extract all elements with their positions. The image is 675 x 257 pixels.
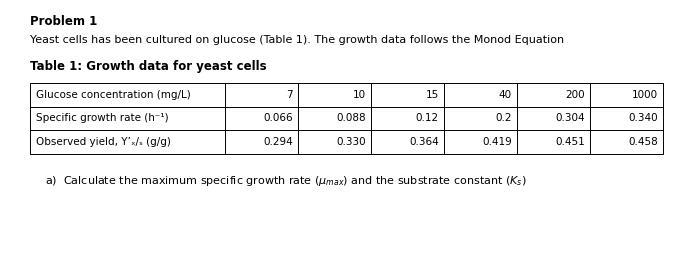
Text: 1000: 1000 xyxy=(632,90,658,100)
Text: Observed yield, Y’ₓ/ₛ (g/g): Observed yield, Y’ₓ/ₛ (g/g) xyxy=(36,137,171,147)
Text: 7: 7 xyxy=(286,90,293,100)
Text: 0.458: 0.458 xyxy=(628,137,658,147)
Text: 200: 200 xyxy=(566,90,585,100)
Text: 0.294: 0.294 xyxy=(263,137,293,147)
Text: 0.364: 0.364 xyxy=(409,137,439,147)
Text: 10: 10 xyxy=(353,90,366,100)
Text: 0.340: 0.340 xyxy=(628,113,658,123)
Text: 0.2: 0.2 xyxy=(495,113,512,123)
Text: 0.088: 0.088 xyxy=(336,113,366,123)
Text: Table 1: Growth data for yeast cells: Table 1: Growth data for yeast cells xyxy=(30,60,267,73)
Text: 0.330: 0.330 xyxy=(336,137,366,147)
Text: Problem 1: Problem 1 xyxy=(30,15,97,28)
Text: 40: 40 xyxy=(499,90,512,100)
Text: Yeast cells has been cultured on glucose (Table 1). The growth data follows the : Yeast cells has been cultured on glucose… xyxy=(30,35,564,45)
Text: 0.419: 0.419 xyxy=(482,137,512,147)
Text: Specific growth rate (h⁻¹): Specific growth rate (h⁻¹) xyxy=(36,113,169,123)
Bar xyxy=(30,83,663,153)
Text: 0.12: 0.12 xyxy=(416,113,439,123)
Text: a)  Calculate the maximum specific growth rate ($\mu_{max}$) and the substrate c: a) Calculate the maximum specific growth… xyxy=(45,173,526,188)
Text: 0.066: 0.066 xyxy=(263,113,293,123)
Text: 0.451: 0.451 xyxy=(556,137,585,147)
Text: 15: 15 xyxy=(426,90,439,100)
Text: Glucose concentration (mg/L): Glucose concentration (mg/L) xyxy=(36,90,191,100)
Text: 0.304: 0.304 xyxy=(556,113,585,123)
